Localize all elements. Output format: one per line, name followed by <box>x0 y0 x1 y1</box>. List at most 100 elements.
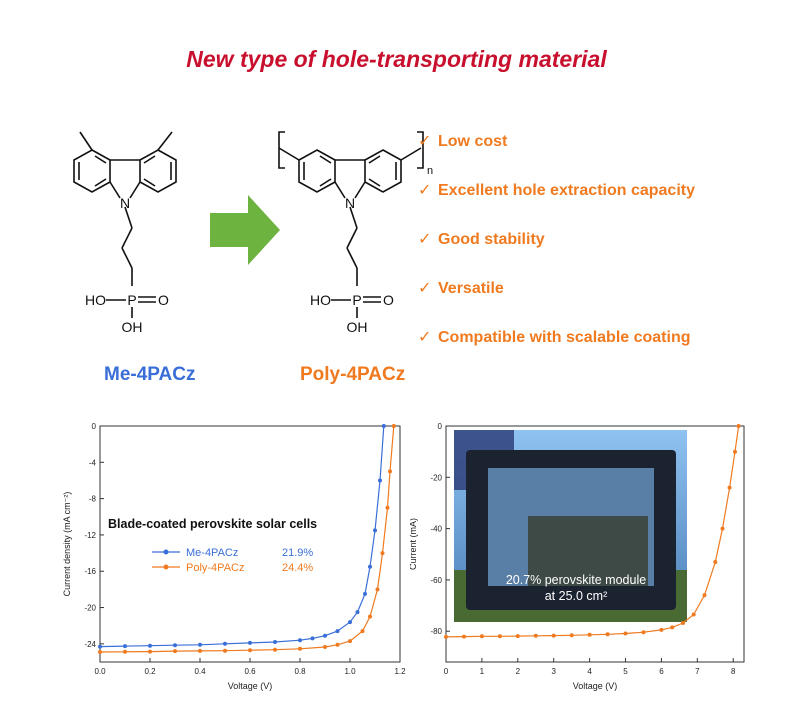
data-point <box>148 649 152 654</box>
feature-item: ✓ Compatible with scalable coating <box>418 322 695 371</box>
feature-item: ✓ Good stability <box>418 224 695 273</box>
data-point <box>670 625 675 630</box>
solar-cell-jv-chart: 0.0 0.2 0.4 0.6 0.8 1.0 1.2 0 -4 -8 -12 -16 -20 -24 Vo… <box>62 422 406 691</box>
module-caption-line1: 20.7% perovskite module <box>506 573 646 587</box>
data-point <box>733 449 737 454</box>
x-tick-label: 7 <box>695 667 700 676</box>
y-tick-label: -40 <box>430 525 442 534</box>
y-tick-label: -60 <box>430 576 442 585</box>
x-tick-label: 0 <box>444 667 449 676</box>
check-icon: ✓ <box>418 133 432 150</box>
data-point <box>497 634 502 639</box>
check-icon: ✓ <box>418 280 432 297</box>
feature-label: Compatible with scalable coating <box>438 329 691 346</box>
check-icon: ✓ <box>418 231 432 248</box>
data-point <box>368 564 372 569</box>
y-tick-label: -16 <box>84 567 96 576</box>
x-tick-label: 8 <box>731 667 736 676</box>
feature-list: ✓ Low cost ✓ Excellent hole extraction cap… <box>418 126 695 371</box>
legend-marker <box>163 549 169 555</box>
legend-entry: Poly-4PACz <box>186 562 244 574</box>
data-point <box>380 551 385 556</box>
data-point <box>348 620 352 625</box>
x-tick-label: 1 <box>480 667 485 676</box>
feature-item: ✓ Excellent hole extraction capacity <box>418 175 695 224</box>
x-tick-label: 1.0 <box>344 667 356 676</box>
data-point <box>173 649 177 654</box>
phosphorus-atom: P <box>352 292 361 308</box>
data-point <box>462 634 466 639</box>
data-point <box>681 621 685 625</box>
feature-item: ✓ Versatile <box>418 273 695 322</box>
data-point <box>641 630 646 635</box>
data-point <box>298 646 302 651</box>
arrow-shape <box>210 195 280 265</box>
data-point <box>605 632 610 637</box>
reflected-building <box>528 516 648 586</box>
check-icon: ✓ <box>418 182 432 199</box>
data-point <box>381 424 386 428</box>
data-point <box>587 632 592 637</box>
data-point <box>720 526 725 531</box>
feature-label: Versatile <box>438 280 504 297</box>
data-point <box>123 649 127 654</box>
x-tick-label: 0.8 <box>294 667 306 676</box>
poly-4pacz-label: Poly-4PACz <box>300 364 406 385</box>
data-point <box>385 505 390 510</box>
nitrogen-atom: N <box>120 195 130 211</box>
module-iv-chart: 20.7% perovskite module at 25.0 cm² 0 1 2 3 4 5… <box>410 422 745 691</box>
feature-label: Excellent hole extraction capacity <box>438 182 695 199</box>
data-point <box>551 633 556 638</box>
feature-item: ✓ Low cost <box>418 126 695 175</box>
data-point <box>713 560 718 564</box>
y-axis-label: Current density (mA cm⁻²) <box>62 492 72 597</box>
x-tick-label: 0.2 <box>144 667 156 676</box>
repeat-unit-n: n <box>427 165 433 177</box>
data-point <box>727 485 732 490</box>
module-photo: 20.7% perovskite module at 25.0 cm² <box>454 430 687 622</box>
x-axis-label: Voltage (V) <box>573 681 618 691</box>
data-point <box>444 634 448 639</box>
green-arrow-icon <box>210 195 280 265</box>
data-point <box>533 633 538 638</box>
me-4pacz-label: Me-4PACz <box>104 364 196 385</box>
data-point <box>702 593 707 598</box>
data-point <box>98 650 102 654</box>
module-caption-line2: at 25.0 cm² <box>545 589 608 603</box>
legend-value: 24.4% <box>282 562 313 574</box>
y-axis-label: Current (mA) <box>410 518 418 570</box>
x-tick-label: 3 <box>551 667 556 676</box>
plot-frame <box>445 425 745 663</box>
data-point <box>310 636 315 641</box>
x-tick-label: 2 <box>516 667 521 676</box>
page-title: New type of hole-transporting material <box>186 46 607 72</box>
me-4pacz-structure: N P HO O OH <box>73 131 177 335</box>
data-point <box>355 610 360 615</box>
data-point <box>335 629 340 634</box>
data-point <box>736 424 741 428</box>
hydroxyl-bottom: OH <box>347 319 368 335</box>
poly-4pacz-structure: n N P HO O OH <box>278 131 433 335</box>
data-point <box>123 644 127 649</box>
hydroxyl-left: HO <box>85 292 106 308</box>
data-point <box>223 641 227 646</box>
check-icon: ✓ <box>418 329 432 346</box>
y-tick-label: 0 <box>438 422 443 431</box>
legend-entry: Me-4PACz <box>186 547 238 559</box>
plot-frame <box>99 425 401 663</box>
y-tick-label: -8 <box>89 495 97 504</box>
data-point <box>691 612 696 617</box>
phosphorus-atom: P <box>127 292 136 308</box>
y-tick-label: -20 <box>84 604 96 613</box>
data-point <box>388 469 392 474</box>
data-point <box>375 587 380 592</box>
data-point <box>368 614 372 619</box>
feature-label: Low cost <box>438 133 508 150</box>
y-tick-label: -80 <box>430 627 442 636</box>
data-point <box>323 633 327 638</box>
x-tick-label: 4 <box>587 667 592 676</box>
data-point <box>323 645 327 649</box>
data-point <box>569 633 574 638</box>
data-point <box>223 648 227 653</box>
legend-marker <box>163 564 169 570</box>
